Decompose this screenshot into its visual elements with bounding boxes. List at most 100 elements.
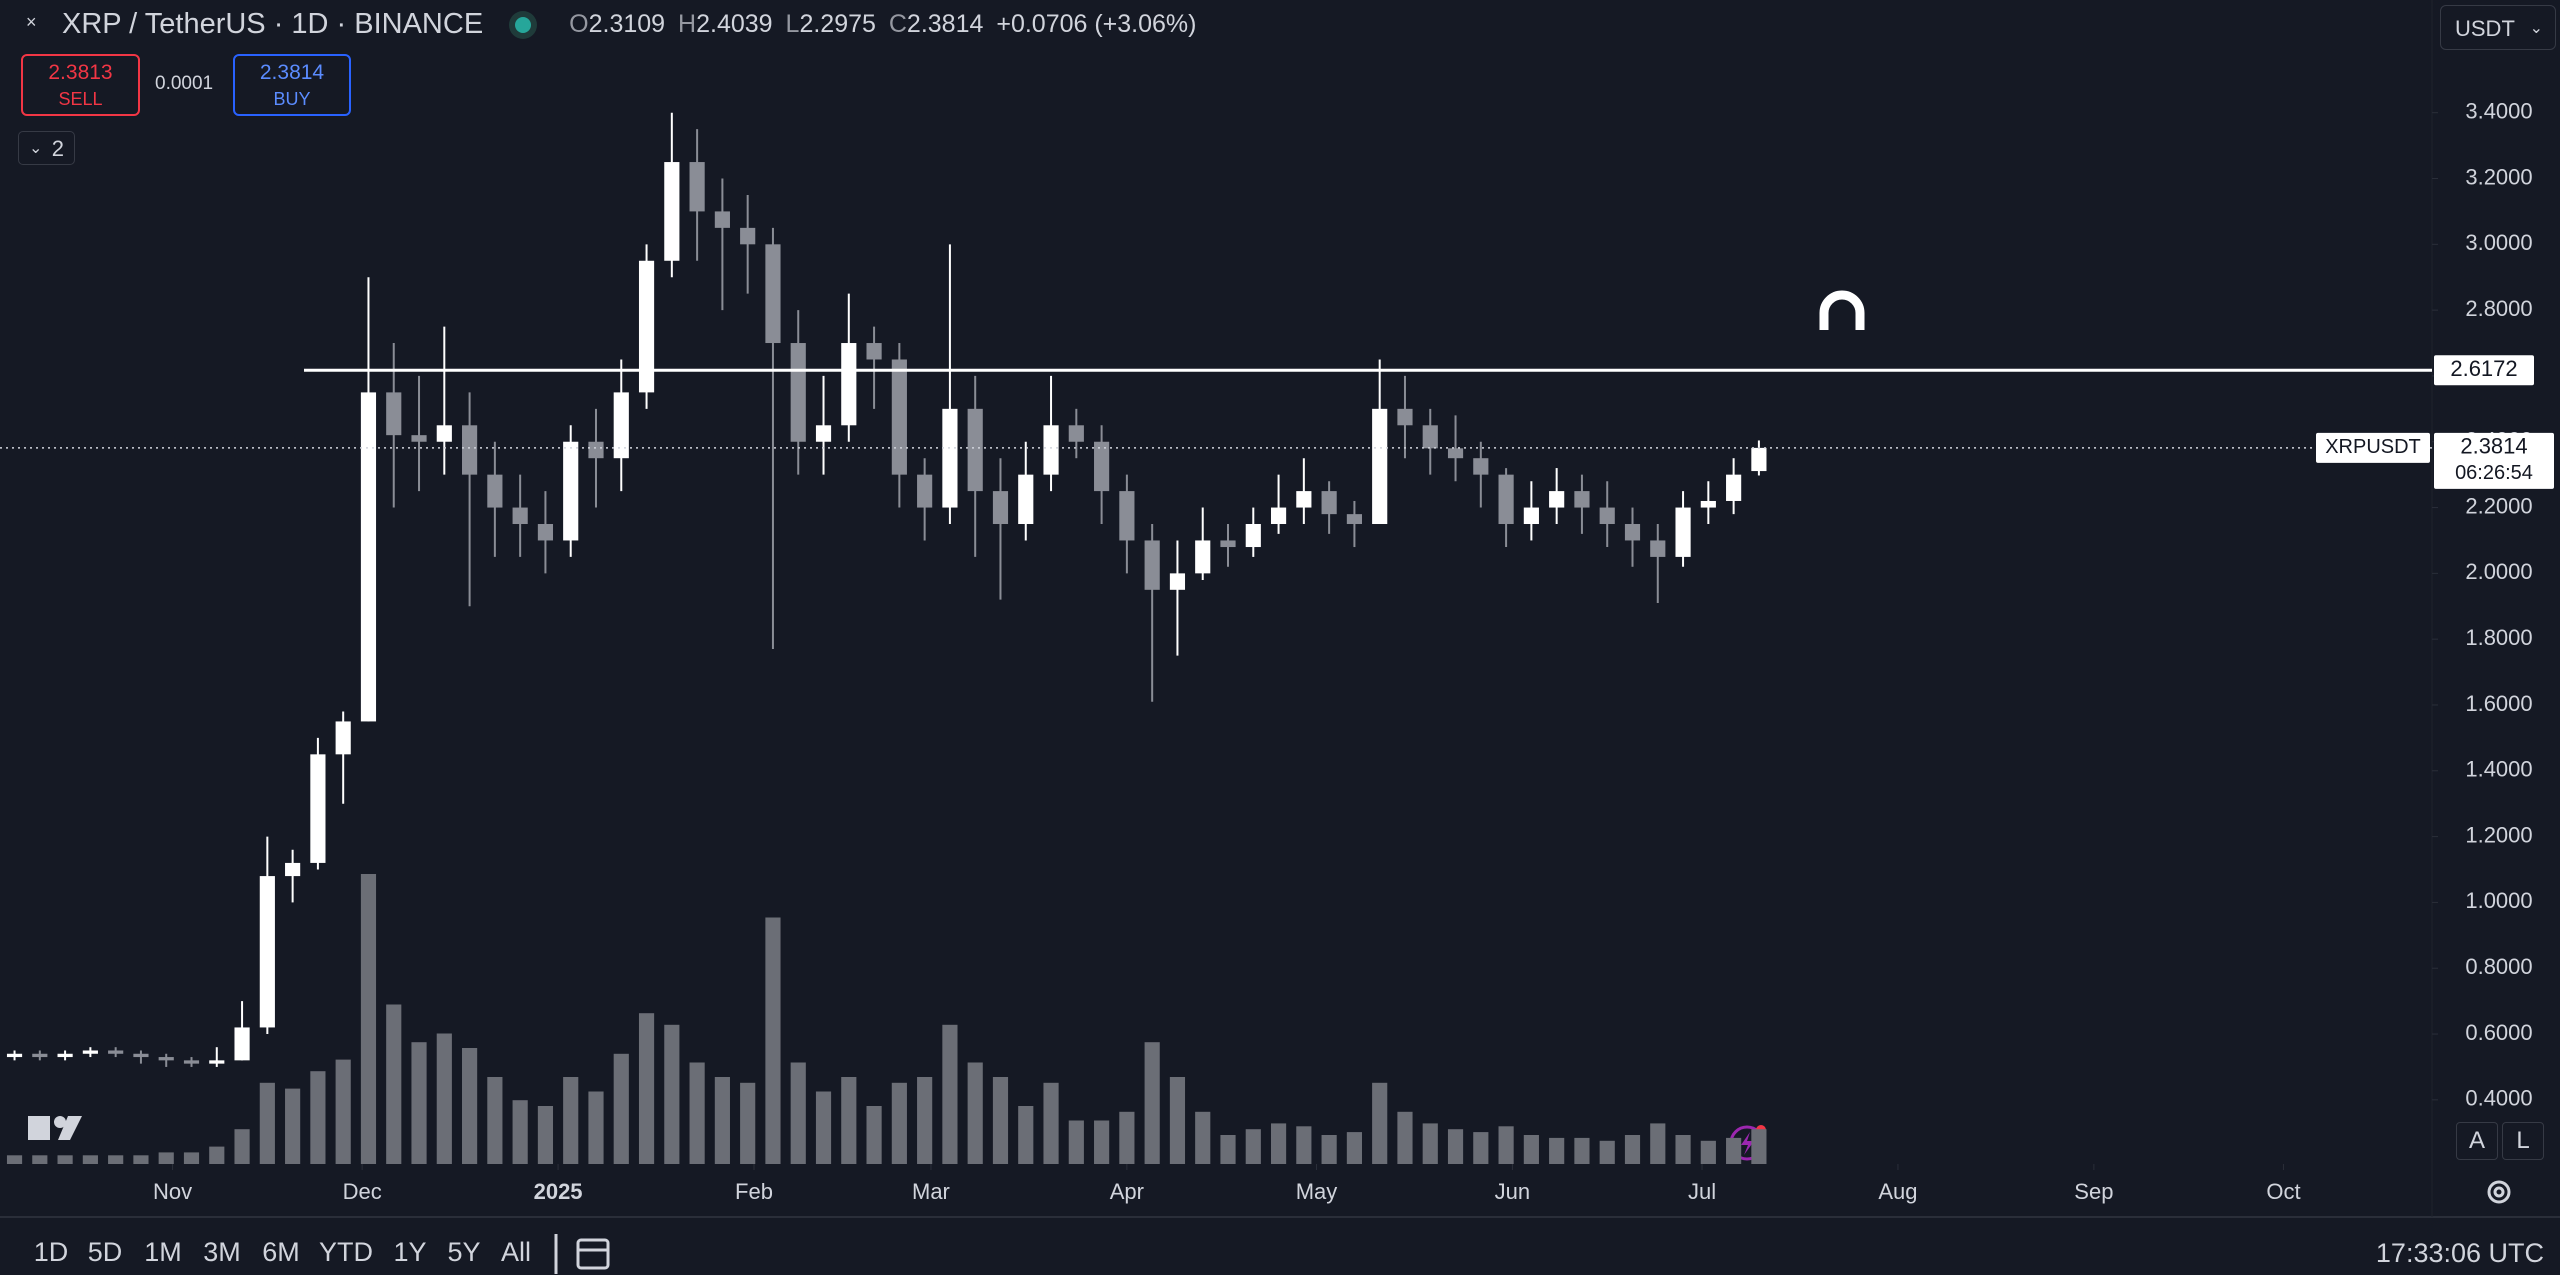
candle-body — [1245, 524, 1261, 548]
candle-body — [335, 721, 351, 755]
volume-bar — [815, 1091, 832, 1164]
magnet-icon[interactable] — [1819, 290, 1865, 330]
open-label: O — [569, 10, 589, 38]
status-dot — [515, 16, 532, 33]
range-button[interactable]: 6M — [262, 1237, 300, 1267]
candle-body — [1473, 458, 1489, 475]
auto-scale-button[interactable]: A — [2456, 1122, 2498, 1160]
range-button[interactable]: 1M — [144, 1237, 182, 1267]
candle-body — [992, 491, 1009, 525]
candle-body — [1726, 474, 1742, 501]
range-button[interactable]: 3M — [203, 1237, 241, 1267]
candle-body — [613, 392, 629, 459]
y-tick-label: 3.0000 — [2465, 230, 2532, 255]
volume-bar — [57, 1155, 73, 1164]
volume-bar — [1599, 1140, 1615, 1164]
volume-bar — [1498, 1126, 1514, 1164]
price-label: 2.3814 — [2460, 434, 2527, 459]
volume-bar — [335, 1059, 351, 1164]
price-label-box — [2434, 432, 2554, 489]
candle-body — [841, 343, 857, 426]
candle-body — [689, 162, 705, 212]
indicators-toggle[interactable]: ⌄ 2 — [18, 131, 75, 165]
y-tick-label: 0.4000 — [2465, 1086, 2532, 1111]
change-value: +0.0706 (+3.06%) — [996, 10, 1197, 38]
volume-bar — [891, 1082, 907, 1164]
settings-icon[interactable] — [2487, 1180, 2511, 1204]
volume-bar — [158, 1152, 174, 1164]
volume-bar — [1447, 1129, 1464, 1164]
candle-body — [108, 1050, 124, 1054]
volume-bar — [512, 1100, 528, 1164]
candle-body — [1372, 408, 1388, 525]
range-button[interactable]: YTD — [319, 1237, 373, 1267]
range-button[interactable]: 5Y — [447, 1237, 481, 1267]
volume-bar — [133, 1155, 149, 1164]
volume-bar — [1372, 1082, 1388, 1164]
candle-body — [664, 162, 680, 261]
y-tick-label: 2.8000 — [2465, 296, 2532, 321]
volume-bar — [992, 1077, 1009, 1164]
symbol-header: XRP / TetherUS · 1D · BINANCE O2.3109 H2… — [62, 8, 1197, 41]
candle-body — [1270, 507, 1287, 525]
candle-body — [133, 1053, 149, 1058]
chevron: ⌄ — [29, 140, 43, 157]
candle-body — [942, 408, 958, 508]
volume-bar — [259, 1082, 275, 1164]
volume-bar — [638, 1013, 655, 1164]
candle-body — [740, 227, 756, 245]
y-tick-label: 1.2000 — [2465, 822, 2532, 847]
currency-select[interactable]: USDT ⌄ — [2440, 5, 2556, 50]
candle-body — [1195, 540, 1211, 574]
candle-body — [714, 211, 730, 228]
candle-body — [82, 1050, 98, 1054]
volume-bar — [1574, 1137, 1590, 1164]
calendar-icon[interactable] — [554, 1234, 610, 1274]
range-button[interactable]: 5D — [87, 1237, 123, 1267]
sell-button[interactable]: 2.3813 SELL — [21, 54, 140, 116]
high-value: 2.4039 — [696, 10, 773, 38]
candle-body — [259, 876, 275, 1028]
log-scale-button[interactable]: L — [2502, 1122, 2544, 1160]
volume-bar — [1549, 1137, 1565, 1164]
candle-body — [1220, 540, 1236, 548]
volume-bar — [613, 1053, 629, 1164]
candle-body — [1018, 474, 1034, 525]
candle-body — [967, 408, 983, 492]
volume-bar — [1346, 1132, 1362, 1164]
y-tick-label: 3.2000 — [2465, 164, 2532, 189]
candle-body — [1447, 448, 1464, 459]
x-tick-label: Mar — [912, 1179, 950, 1204]
buy-label: BUY — [273, 89, 311, 109]
volume-bar — [1726, 1137, 1742, 1164]
candle-body — [1574, 491, 1590, 508]
candle-body — [765, 244, 781, 344]
range-button[interactable]: 1Y — [393, 1237, 427, 1267]
open-value: 2.3109 — [588, 10, 666, 38]
range-button[interactable]: All — [500, 1237, 532, 1267]
volume-bar — [411, 1042, 427, 1164]
currency: USDT — [2455, 16, 2515, 41]
y-tick-label: 2.0000 — [2465, 559, 2532, 584]
y-tick-label: 1.8000 — [2465, 625, 2532, 650]
volume-bar — [1018, 1106, 1034, 1164]
volume-bar — [32, 1155, 48, 1164]
volume-bar — [537, 1106, 554, 1164]
volume-bar — [1119, 1111, 1135, 1164]
volume-bar — [6, 1155, 23, 1164]
volume-bar — [1169, 1077, 1186, 1164]
volume-bar — [1675, 1135, 1691, 1164]
level-label-box — [2434, 355, 2534, 386]
buy-price: 2.3814 — [259, 61, 325, 84]
volume-bar — [234, 1129, 250, 1164]
y-tick-label: 2.2000 — [2465, 493, 2532, 518]
volume-bar — [1245, 1129, 1261, 1164]
high-label: H — [678, 10, 697, 38]
spread: 0.0001 — [155, 73, 214, 94]
range-button[interactable]: 1D — [33, 1237, 69, 1267]
volume-bar — [714, 1077, 730, 1164]
candle-body — [1043, 425, 1059, 475]
close-icon[interactable]: × — [26, 12, 37, 32]
buy-button[interactable]: 2.3814 BUY — [233, 54, 351, 116]
